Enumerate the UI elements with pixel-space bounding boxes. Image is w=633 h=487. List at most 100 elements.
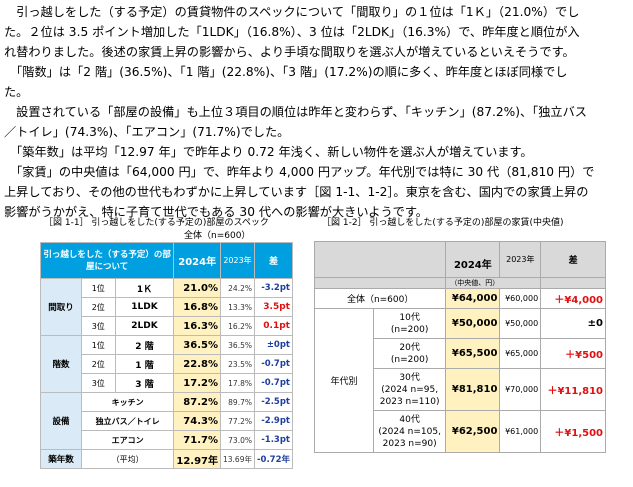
spec-diff: ±0pt [253,335,294,355]
rent-age-diff: ＋¥1,500 [540,410,606,453]
para-line: 「階数」は「2 階」(36.5%)、「1 階」(22.8%)、「3 階」(17.… [4,65,568,79]
spec-row: 2位 1LDK 16.8% 13.3% 3.5pt [41,297,294,317]
spec-header-label: 引っ越しをした（する予定）の部屋について [39,242,175,279]
spec-item: 独立バス／トイレ [80,411,175,431]
spec-row: 間取り 1位 1Ｋ 21.0% 24.2% -3.2pt [40,278,294,336]
rent-header-2024: 2024年 [445,241,501,278]
rent-age-2023: ¥65,000 [499,338,542,369]
spec-rank: 2位 [80,297,116,317]
spec-diff: 3.5pt [253,297,294,317]
rent-age-2024: ¥50,000 [445,308,501,339]
rent-age-label: 30代 [399,372,420,383]
spec-item: エアコン [80,430,175,450]
rent-age-2024: ¥81,810 [445,368,501,411]
fig1-caption: ［図 1-1］ 引っ越しをした(する予定の)部屋のスペック [44,218,269,228]
rent-age-n: (2024 n=105, [378,426,441,437]
spec-header-diff: 差 [253,242,294,279]
spec-header-2023: 2023年 [220,242,255,279]
spec-2023: 89.7% [220,392,255,412]
rent-age-n: (n=200) [390,324,429,335]
spec-diff: -1.3pt [253,430,294,450]
rent-age-label: 10代 [399,312,420,323]
spec-diff: -2.5pt [253,392,294,412]
age-2024: 12.97年 [173,449,221,469]
spec-2024: 16.8% [173,297,221,317]
para-line: れ替わりました。後述の家賃上昇の影響から、より手頃な間取りを選ぶ人が増えていると… [4,45,575,59]
rent-unit: （中央値、円） [445,277,542,289]
spec-row: 3位 2LDK 16.3% 16.2% 0.1pt [41,316,294,336]
rent-age-2023: ¥50,000 [499,308,542,339]
spec-2024: 74.3% [173,411,221,431]
rent-header-diff: 差 [540,241,606,278]
rent-overall-label: 全体（n=600） [313,288,447,309]
rent-overall-2024: ¥64,000 [445,288,501,309]
spec-row: 設備 キッチン 87.2% 89.7% -2.5pt [40,392,294,450]
fig2-caption: ［図 1-2］ 引っ越しをした(する予定の)部屋の家賃(中央値) [322,218,564,228]
rent-age-n: 2023 n=90) [382,438,437,449]
spec-rank: 1位 [80,278,116,298]
rent-age-2023: ¥61,000 [499,410,542,453]
rent-header-blank [313,241,447,278]
rent-age-diff: ＋¥500 [540,338,606,369]
rent-age-n: (2024 n=95, [381,384,439,395]
rent-age-n: 2023 n=110) [379,396,440,407]
body-text: 引っ越しをした（する予定）の賃貸物件のスペックについて「間取り」の１位は「1Ｋ」… [4,2,629,222]
spec-rank: 2位 [80,354,116,374]
rent-age-diff: ＋¥11,810 [540,368,606,411]
spec-rank: 1位 [80,335,116,355]
spec-group-label: 階数 [40,335,82,393]
rent-age-diff: ±0 [540,308,606,339]
spec-2023: 23.5% [220,354,255,374]
rent-age-n: (n=200) [390,354,429,365]
para-line: 「築年数」は平均「12.97 年」で昨年より 0.72 年浅く、新しい物件を選ぶ… [4,145,533,159]
spec-diff: -0.7pt [253,373,294,393]
age-item: （平均） [80,449,175,469]
spec-2024: 87.2% [173,392,221,412]
para-line: ／トイレ」(74.3%)、「エアコン」(71.7%)でした。 [4,125,290,139]
spec-2024: 21.0% [173,278,221,298]
fig1-subtitle: 全体（n=600） [184,231,251,241]
spec-group-label: 設備 [40,392,82,450]
spec-item: 1Ｋ [114,278,175,298]
spec-2023: 24.2% [220,278,255,298]
spec-2023: 73.0% [220,430,255,450]
spec-row: 独立バス／トイレ 74.3% 77.2% -2.9pt [41,411,294,431]
para-line: 上昇しており、その他の世代もわずかに上昇しています［図 1-1、1-2］。東京を… [4,185,589,199]
spec-row: 3位 3 階 17.2% 17.8% -0.7pt [41,373,294,393]
age-diff: -0.72年 [253,449,294,469]
spec-row: 階数 1位 2 階 36.5% 36.5% ±0pt [40,335,294,393]
spec-2024: 22.8% [173,354,221,374]
spec-item: 3 階 [114,373,175,393]
rent-age-label: 40代 [399,414,420,425]
spec-2024: 71.7% [173,430,221,450]
rent-header-2023: 2023年 [506,255,535,264]
spec-header-2024: 2024年 [173,242,221,279]
rent-age-2024: ¥62,500 [445,410,501,453]
spec-2024: 36.5% [173,335,221,355]
rent-age-group-label: 年代別 [314,308,374,453]
rent-table: 2024年 2023年 差 （中央値、円） 全体（n=600） ¥64,000 … [313,241,606,453]
age-2023: 13.69年 [220,449,255,469]
rent-age-label: 20代 [399,342,420,353]
para-line: 「家賃」の中央値は「64,000 円」で、昨年より 4,000 円アップ。年代別… [4,165,595,179]
rent-header-2023-cell: 2023年 [499,241,542,278]
para-line: 影響がうかがえ、特に子育て世代でもある 30 代への影響が大きいようです。 [4,205,428,219]
spec-diff: -0.7pt [253,354,294,374]
spec-item: 1LDK [114,297,175,317]
spec-diff: -2.9pt [253,411,294,431]
rent-overall-2023: ¥60,000 [499,288,542,309]
rent-age-2023: ¥70,000 [499,368,542,411]
para-line: た。２位は 3.5 ポイント増加した「1LDK」（16.8%）、3 位は「2LD… [4,25,580,39]
spec-2023: 77.2% [220,411,255,431]
spec-diff: -3.2pt [253,278,294,298]
spec-item: 2 階 [114,335,175,355]
para-line: 設置されている「部屋の設備」も上位３項目の順位は昨年と変わらず、「キッチン」(8… [4,105,587,119]
spec-diff: 0.1pt [253,316,294,336]
spec-item: 1 階 [114,354,175,374]
spec-table: 引っ越しをした（する予定）の部屋について 2024年 2023年 差 間取り 1位… [39,242,294,469]
spec-2023: 17.8% [220,373,255,393]
spec-row: エアコン 71.7% 73.0% -1.3pt [41,430,294,450]
spec-2023: 36.5% [220,335,255,355]
para-line: 引っ越しをした（する予定）の賃貸物件のスペックについて「間取り」の１位は「1Ｋ」… [4,5,580,19]
rent-overall-diff: ＋¥4,000 [540,288,606,309]
